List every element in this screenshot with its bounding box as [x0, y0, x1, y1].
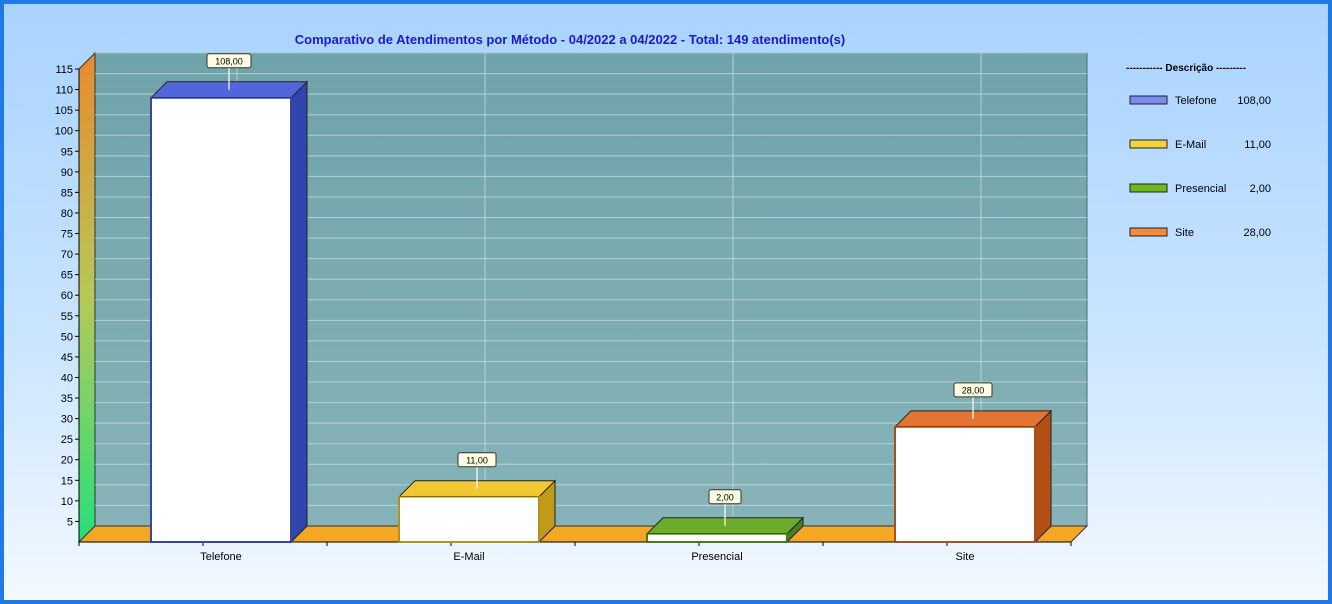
y-tick-label: 55 [61, 311, 73, 323]
legend-value: 28,00 [1243, 227, 1271, 239]
legend-entry-presencial: Presencial 2,00 [1129, 183, 1271, 195]
bar-outline [646, 533, 788, 543]
legend-value: 11,00 [1244, 139, 1271, 151]
legend-swatch [1129, 139, 1168, 149]
y-tick-label: 100 [55, 126, 73, 138]
bar-presencial: 2,00 [645, 489, 805, 544]
legend-entry-site: Site 28,00 [1129, 227, 1271, 239]
data-label-box [708, 489, 742, 505]
bar-outline [398, 496, 540, 543]
legend-entry-telefone: Telefone 108,00 [1129, 95, 1271, 107]
data-label-box [953, 382, 993, 398]
data-label: 108,00 [215, 56, 243, 66]
y-tick-label: 20 [61, 455, 73, 467]
data-label-box [457, 452, 497, 468]
legend-header: ----------- Descrição --------- [1126, 63, 1246, 74]
bar-front [894, 425, 1036, 543]
y-tick-label: 5 [67, 516, 73, 528]
y-tick-label: 50 [61, 331, 73, 343]
x-tick-label: Presencial [691, 551, 742, 563]
y-tick-label: 110 [55, 85, 73, 97]
plot-side-wall [78, 51, 96, 544]
x-tick-label: E-Mail [453, 551, 484, 563]
legend-value: 108,00 [1237, 95, 1271, 107]
bar-email: 11,00 [397, 452, 557, 544]
bar-side [1034, 409, 1052, 544]
chart-title: Comparativo de Atendimentos por Método -… [295, 32, 845, 47]
y-tick-label: 25 [61, 434, 73, 446]
legend-value: 2,00 [1250, 183, 1271, 195]
data-label-box [206, 53, 252, 69]
y-tick-label: 10 [61, 496, 73, 508]
y-tick-label: 70 [61, 249, 73, 261]
legend-label: Presencial [1175, 183, 1226, 195]
legend-swatch [1129, 95, 1168, 105]
y-tick-label: 60 [61, 290, 73, 302]
bar-front [398, 495, 540, 544]
legend-label: Telefone [1175, 95, 1217, 107]
data-label: 11,00 [466, 455, 488, 465]
bar-front [646, 532, 788, 544]
y-tick-label: 115 [55, 64, 73, 76]
y-tick-label: 40 [61, 372, 73, 384]
y-tick-label: 15 [61, 475, 73, 487]
data-label: 28,00 [962, 385, 985, 395]
bar-site: 28,00 [893, 382, 1053, 544]
bar-side [290, 80, 308, 544]
y-tick-label: 85 [61, 187, 73, 199]
y-tick-label: 30 [61, 414, 73, 426]
data-label: 2,00 [716, 492, 734, 502]
x-tick-label: Telefone [200, 551, 242, 563]
y-tick-label: 95 [61, 146, 73, 158]
x-tick-label: Site [956, 551, 975, 563]
bar-outline [894, 426, 1036, 543]
y-tick-label: 90 [61, 167, 73, 179]
legend-entry-email: E-Mail 11,00 [1129, 139, 1271, 151]
legend-label: E-Mail [1175, 139, 1206, 151]
y-tick-label: 80 [61, 208, 73, 220]
y-tick-label: 105 [55, 105, 73, 117]
legend-swatch [1129, 227, 1168, 237]
y-tick-label: 65 [61, 270, 73, 282]
bar-front [150, 96, 292, 544]
bar-outline [150, 97, 292, 543]
y-tick-label: 45 [61, 352, 73, 364]
y-tick-label: 75 [61, 229, 73, 241]
legend-swatch [1129, 183, 1168, 193]
legend-label: Site [1175, 227, 1194, 239]
y-tick-label: 35 [61, 393, 73, 405]
bar-telefone: 108,00 [149, 53, 309, 544]
